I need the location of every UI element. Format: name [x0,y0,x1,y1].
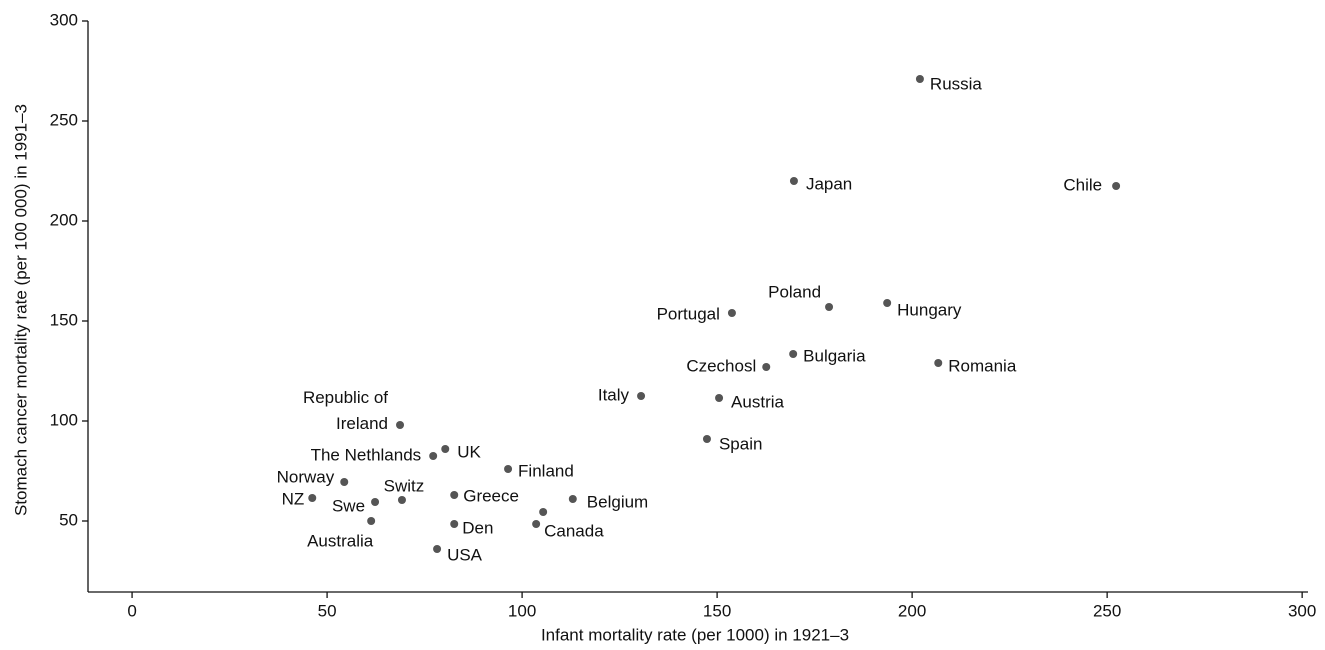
point [397,496,406,504]
point [340,478,349,486]
point [915,75,924,83]
y-tick-label: 250 [50,110,78,129]
point-label: Bulgaria [803,346,866,365]
point [532,520,541,528]
point [637,392,646,400]
x-tick-label: 300 [1288,601,1316,620]
point-label: UK [457,442,481,461]
x-tick-label: 150 [703,601,731,620]
point [825,303,834,311]
y-tick-label: 50 [59,510,78,529]
point [934,359,943,367]
point-label: Den [462,518,493,537]
point-label: Swe [332,496,365,515]
point-label: Belgium [587,492,648,511]
point-label: Romania [948,356,1017,375]
point [396,421,405,429]
y-tick-label: 200 [50,210,78,229]
point-label: USA [447,545,483,564]
point [433,545,442,553]
point [789,350,798,358]
point [762,363,771,371]
point [308,494,317,502]
point-label: Finland [518,461,574,480]
point-label: Chile [1063,175,1102,194]
point-label: The Nethlands [311,445,422,464]
point-label: Czechosl [686,356,756,375]
point-label: Republic of Ireland [303,388,388,433]
x-tick-label: 100 [508,601,536,620]
point-label: Portugal [657,304,720,323]
point [727,309,736,317]
point [450,491,459,499]
point [883,299,892,307]
y-tick-label: 300 [50,10,78,29]
point-label: Greece [463,486,519,505]
point [504,465,513,473]
point [367,517,376,525]
point [539,508,548,516]
x-tick-label: 200 [898,601,926,620]
point-label: NZ [282,489,305,508]
y-tick-label: 150 [50,310,78,329]
point-label: Japan [806,174,852,193]
point-label: Italy [598,385,630,404]
point-label: Poland [768,282,821,301]
point [789,177,798,185]
point [568,495,577,503]
point [450,520,459,528]
y-axis-label: Stomach cancer mortality rate (per 100 0… [11,104,30,516]
point-label: Switz [384,476,425,495]
x-axis-label: Infant mortality rate (per 1000) in 1921… [541,625,849,644]
point-label: Canada [544,521,604,540]
point-label: Hungary [897,300,962,319]
point-label: Norway [277,467,335,486]
point [702,435,711,443]
x-tick-label: 0 [127,601,136,620]
point-label: Russia [930,74,983,93]
point [715,394,724,402]
point [441,445,450,453]
point-label: Austria [731,392,784,411]
point-label: Australia [307,531,374,550]
point-label: Spain [719,434,762,453]
y-tick-label: 100 [50,410,78,429]
point [429,452,438,460]
x-tick-label: 50 [318,601,337,620]
point [371,498,380,506]
point [1112,182,1121,190]
x-tick-label: 250 [1093,601,1121,620]
